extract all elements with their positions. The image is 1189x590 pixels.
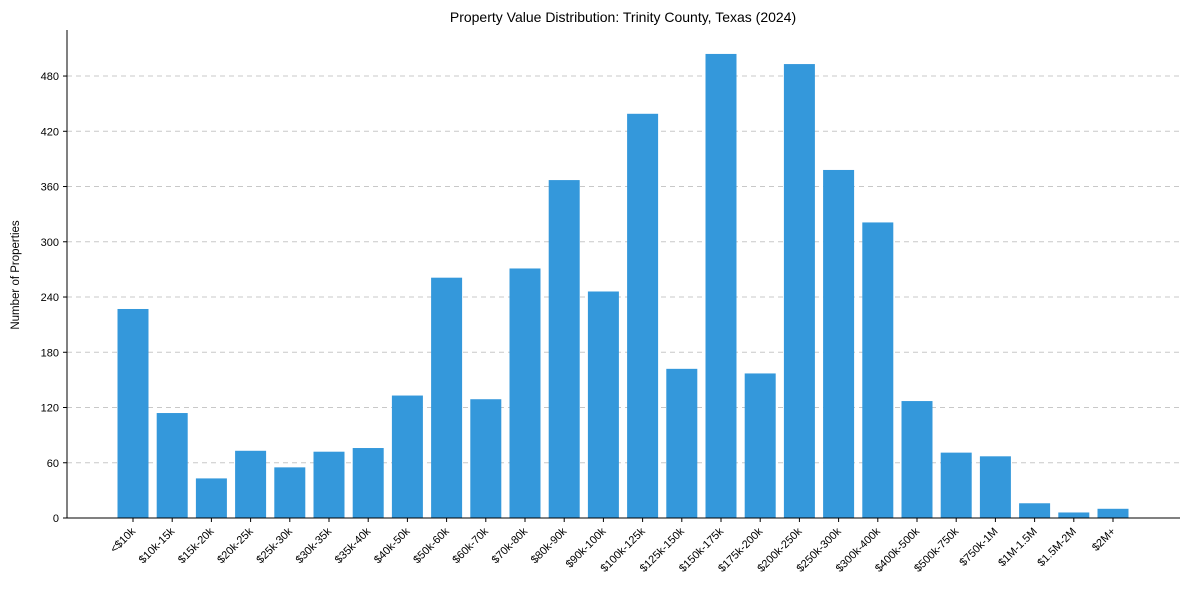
y-axis-label: Number of Properties xyxy=(10,220,22,330)
x-tick-label: $20k-25k xyxy=(215,525,256,566)
bar xyxy=(862,222,894,518)
bar xyxy=(509,268,541,518)
bar xyxy=(156,413,188,518)
y-tick-label: 180 xyxy=(41,347,59,359)
x-tick-label: $25k-30k xyxy=(254,525,295,566)
y-tick-label: 0 xyxy=(53,513,59,525)
x-tick-label: $40k-50k xyxy=(372,525,413,566)
x-tick-label: $15k-20k xyxy=(176,525,217,566)
x-tick-label: $750k-1M xyxy=(957,526,1000,569)
y-tick-label: 300 xyxy=(41,237,59,249)
y-tick-label: 120 xyxy=(41,403,59,415)
x-tick-label: $10k-15k xyxy=(137,525,178,566)
bar xyxy=(744,373,776,518)
x-tick-label: $50k-60k xyxy=(411,525,452,566)
gridlines xyxy=(67,75,1180,464)
bar xyxy=(587,291,619,518)
bar xyxy=(117,308,149,518)
bar xyxy=(783,64,815,518)
x-tick-label: $70k-80k xyxy=(490,525,531,566)
bar xyxy=(940,452,972,518)
bar xyxy=(470,399,502,518)
x-tick-label: $35k-40k xyxy=(333,525,374,566)
bar xyxy=(705,53,737,518)
y-tick-label: 60 xyxy=(47,458,59,470)
x-tick-label: $1.5M-2M xyxy=(1035,526,1079,570)
x-tick-label: $60k-70k xyxy=(450,525,491,566)
x-tick-label: $30k-35k xyxy=(294,525,335,566)
bar xyxy=(823,169,855,518)
x-tick-label: $1M-1.5M xyxy=(996,526,1040,570)
bar xyxy=(391,395,423,518)
x-tick-label: $80k-90k xyxy=(529,525,570,566)
bar xyxy=(431,277,463,518)
bar xyxy=(979,456,1011,518)
y-tick-label: 480 xyxy=(41,71,59,83)
x-ticks: <$10k$10k-15k$15k-20k$20k-25k$25k-30k$30… xyxy=(108,518,1118,575)
y-tick-label: 420 xyxy=(41,126,59,138)
bar xyxy=(548,180,580,519)
bar xyxy=(627,113,659,518)
bar xyxy=(274,467,306,518)
axes xyxy=(66,30,1180,519)
chart-title: Property Value Distribution: Trinity Cou… xyxy=(450,9,796,25)
bar xyxy=(352,448,384,518)
x-tick-label: <$10k xyxy=(108,525,138,555)
bar xyxy=(1097,508,1129,518)
y-tick-label: 240 xyxy=(41,292,59,304)
bar xyxy=(901,401,933,518)
y-ticks: 0 60 120 180 240 300 360 420 480 xyxy=(41,71,67,525)
y-tick-label: 360 xyxy=(41,182,59,194)
bar xyxy=(235,450,267,518)
bars xyxy=(117,53,1129,519)
bar xyxy=(1019,503,1051,518)
bar xyxy=(313,451,345,518)
bar xyxy=(195,478,227,518)
bar xyxy=(1058,512,1090,518)
x-tick-label: $2M+ xyxy=(1090,526,1118,554)
bar xyxy=(666,368,698,518)
